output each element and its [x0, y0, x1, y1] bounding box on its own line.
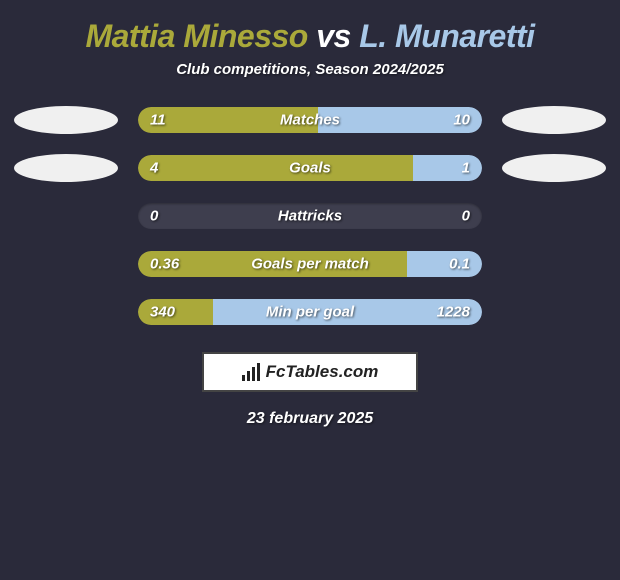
stats-rows: 11 10 Matches 4 1 Goals 0 0 Hattricks 0.36 0.1 Goal… [0, 106, 620, 326]
stat-row-mpg: 340 1228 Min per goal [0, 298, 620, 326]
vs-label: vs [316, 18, 351, 54]
ellipse-left-matches [14, 106, 118, 134]
stat-row-gpm: 0.36 0.1 Goals per match [0, 250, 620, 278]
stat-label: Matches [280, 112, 340, 129]
player2-name: L. Munaretti [359, 18, 534, 54]
logo-text: FcTables.com [266, 362, 379, 382]
value-right: 0.1 [449, 256, 470, 273]
player1-name: Mattia Minesso [85, 18, 307, 54]
value-right: 0 [462, 208, 470, 225]
value-right: 10 [453, 112, 470, 129]
value-right: 1228 [437, 304, 470, 321]
comparison-card: Mattia Minesso vs L. Munaretti Club comp… [0, 0, 620, 438]
stat-row-hattricks: 0 0 Hattricks [0, 202, 620, 230]
stat-label: Min per goal [266, 304, 354, 321]
ellipse-left-goals [14, 154, 118, 182]
logo-box: FcTables.com [202, 352, 418, 392]
stat-label: Goals per match [251, 256, 369, 273]
value-left: 340 [150, 304, 175, 321]
date-label: 23 february 2025 [247, 410, 373, 428]
bar-hattricks: 0 0 Hattricks [138, 203, 482, 229]
bar-matches: 11 10 Matches [138, 107, 482, 133]
value-left: 0.36 [150, 256, 179, 273]
bar-goals: 4 1 Goals [138, 155, 482, 181]
value-left: 11 [150, 112, 166, 129]
stat-row-goals: 4 1 Goals [0, 154, 620, 182]
value-right: 1 [462, 160, 470, 177]
bar-chart-icon [242, 363, 262, 381]
stat-label: Hattricks [278, 208, 342, 225]
bar-gpm: 0.36 0.1 Goals per match [138, 251, 482, 277]
stat-label: Goals [289, 160, 331, 177]
ellipse-right-goals [502, 154, 606, 182]
value-left: 0 [150, 208, 158, 225]
bar-right-fill [413, 155, 482, 181]
page-title: Mattia Minesso vs L. Munaretti [85, 18, 534, 55]
ellipse-right-matches [502, 106, 606, 134]
subtitle: Club competitions, Season 2024/2025 [176, 61, 444, 78]
stat-row-matches: 11 10 Matches [0, 106, 620, 134]
bar-left-fill [138, 155, 413, 181]
bar-mpg: 340 1228 Min per goal [138, 299, 482, 325]
bar-right-fill [407, 251, 482, 277]
value-left: 4 [150, 160, 158, 177]
